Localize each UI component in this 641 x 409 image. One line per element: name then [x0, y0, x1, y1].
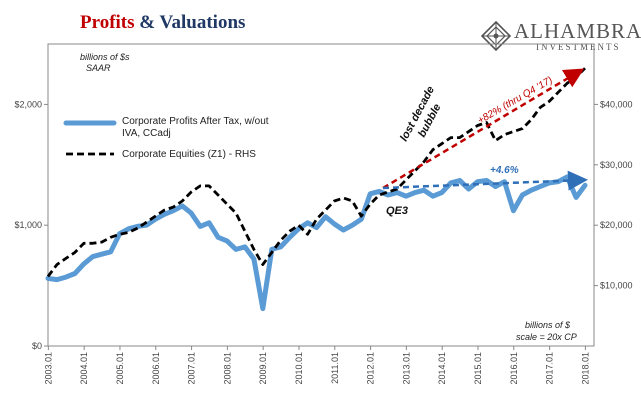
left-axis-tick-label: $0 — [32, 341, 42, 351]
profits-gain-label: +4.6% — [490, 165, 519, 176]
right-unit-line2: scale = 20x CP — [516, 332, 577, 342]
title-amp: & — [135, 12, 160, 33]
right-unit-line1: billions of $ — [525, 320, 571, 330]
logo-emblem-icon — [480, 20, 512, 52]
right-axis-tick-label: $40,000 — [600, 99, 633, 109]
legend: Corporate Profits After Tax, w/out IVA, … — [63, 116, 271, 160]
x-axis-tick-label: 2009.01 — [258, 352, 268, 385]
equities-gain-label: +82% (thru Q4 '17) — [476, 75, 555, 127]
logo-name: ALHAMBRA — [514, 19, 641, 43]
x-axis-tick-label: 2006.01 — [151, 352, 161, 385]
right-axis-tick-label: $30,000 — [600, 160, 633, 170]
series-line-equities — [46, 67, 586, 278]
profits-trend-arrow — [382, 170, 588, 191]
left-axis: $0 $1,000 $2,000 — [14, 99, 48, 351]
right-axis-tick-label: $10,000 — [600, 281, 633, 291]
left-axis-tick-label: $2,000 — [14, 99, 42, 109]
logo-sub: INVESTMENTS — [536, 42, 621, 52]
x-axis-tick-label: 2015.01 — [473, 352, 483, 385]
right-axis-tick-label: $20,000 — [600, 220, 633, 230]
series-line-profits — [45, 174, 588, 312]
x-axis-tick-label: 2005.01 — [115, 352, 125, 385]
plot-frame — [47, 43, 595, 347]
chart-title: Profits & Valuations — [80, 12, 245, 33]
x-axis-tick-label: 2004.01 — [79, 352, 89, 385]
left-unit-line2: SAAR — [86, 63, 111, 73]
equities-trend-arrow — [382, 68, 585, 190]
x-axis-tick-label: 2008.01 — [222, 352, 232, 385]
right-axis: $10,000 $20,000 $30,000 $40,000 — [594, 99, 633, 291]
title-profits: Profits — [80, 12, 135, 33]
x-axis-tick-label: 2012.01 — [366, 352, 376, 385]
legend-label-profits: Corporate Profits After Tax, w/out IVA, … — [122, 116, 271, 139]
left-axis-tick-label: $1,000 — [14, 220, 42, 230]
qe3-label: QE3 — [386, 205, 408, 217]
x-axis-tick-label: 2017.01 — [545, 352, 555, 385]
legend-label-profits-line1: Corporate Profits After Tax, w/out — [122, 116, 269, 127]
alhambra-logo: ALHAMBRA INVESTMENTS — [480, 19, 641, 52]
x-axis-tick-label: 2011.01 — [330, 352, 340, 384]
x-axis-tick-label: 2007.01 — [187, 352, 197, 385]
title-valuations: Valuations — [160, 12, 246, 33]
legend-label-profits-line2: IVA, CCadj — [122, 128, 171, 139]
x-axis-tick-label: 2018.01 — [580, 352, 590, 385]
left-unit-line1: billions of $s — [80, 52, 130, 62]
x-axis-tick-label: 2014.01 — [437, 352, 447, 385]
x-axis-tick-label: 2013.01 — [401, 352, 411, 385]
x-axis-tick-label: 2010.01 — [294, 352, 304, 385]
x-axis: 2003.01 2004.01 2005.01 2006.01 2007.01 2008.… — [43, 346, 590, 385]
x-axis-tick-label: 2016.01 — [509, 352, 519, 385]
legend-label-equities: Corporate Equities (Z1) - RHS — [122, 149, 256, 160]
x-axis-tick-label: 2003.01 — [43, 352, 53, 385]
